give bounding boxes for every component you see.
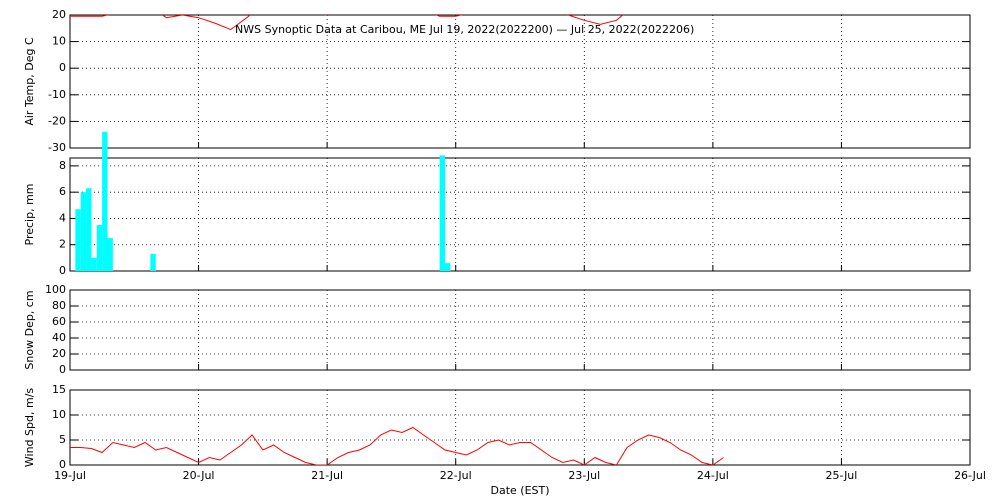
y-tick-label: 0: [59, 458, 66, 471]
y-tick-label: 10: [52, 35, 66, 48]
chart-title: NWS Synoptic Data at Caribou, ME Jul 19,…: [235, 23, 694, 36]
y-tick-label: 0: [59, 61, 66, 74]
panel: 0 2 4 6 8 Precip, mm: [23, 131, 971, 277]
panel: 0 5 10 15 19-Jul 20-Jul 21-Jul 22-Jul 23-Jul 24-J…: [23, 383, 986, 497]
bar: [445, 263, 451, 271]
bar: [80, 192, 87, 271]
y-axis-label: Snow Dep, cm: [23, 290, 36, 369]
y-tick-label: -30: [48, 141, 66, 154]
bar: [102, 131, 108, 271]
y-tick-label: 80: [52, 299, 66, 312]
frame: [69, 157, 971, 272]
y-tick-label: 0: [59, 363, 66, 376]
y-tick-label: 2: [59, 238, 66, 251]
bar: [439, 155, 445, 271]
y-tick-label: -20: [48, 114, 66, 127]
x-tick-label: 22-Jul: [440, 469, 472, 482]
y-tick-label: 10: [52, 408, 66, 421]
x-tick-label: 21-Jul: [311, 469, 343, 482]
y-axis-label: Air Temp, Deg C: [23, 37, 36, 126]
y-tick-label: 60: [52, 315, 66, 328]
bar: [91, 257, 97, 271]
frame: [69, 289, 971, 371]
data-line: [70, 15, 624, 31]
y-tick-label: 40: [52, 331, 66, 344]
y-tick-label: 20: [52, 8, 66, 21]
bar: [150, 253, 156, 271]
y-tick-label: 15: [52, 383, 66, 396]
frame: [69, 389, 971, 466]
x-tick-label: 24-Jul: [697, 469, 729, 482]
y-tick-label: 20: [52, 347, 66, 360]
y-tick-label: 6: [59, 185, 66, 198]
y-tick-label: 100: [45, 283, 66, 296]
y-tick-label: 0: [59, 264, 66, 277]
bar: [107, 238, 113, 271]
x-tick-label: 26-Jul: [954, 469, 986, 482]
y-axis-label: Wind Spd, m/s: [23, 388, 36, 468]
x-tick-label: 23-Jul: [568, 469, 600, 482]
y-axis-label: Precip, mm: [23, 184, 36, 246]
bar: [86, 188, 92, 271]
panel: 0 20 40 60 80 100 Snow Dep, cm: [23, 283, 971, 376]
y-tick-label: -10: [48, 88, 66, 101]
y-tick-label: 4: [59, 211, 66, 224]
panel: -30 -20 -10 0 10 20 Air Temp, Deg C: [23, 8, 971, 154]
x-axis-label: Date (EST): [490, 484, 549, 497]
y-tick-label: 8: [59, 159, 66, 172]
bar: [96, 225, 103, 271]
data-line: [70, 426, 724, 465]
frame: [69, 14, 971, 149]
bar: [75, 209, 81, 271]
y-tick-label: 5: [59, 433, 66, 446]
x-tick-label: 25-Jul: [825, 469, 857, 482]
x-tick-label: 19-Jul: [54, 469, 86, 482]
x-tick-label: 20-Jul: [183, 469, 215, 482]
